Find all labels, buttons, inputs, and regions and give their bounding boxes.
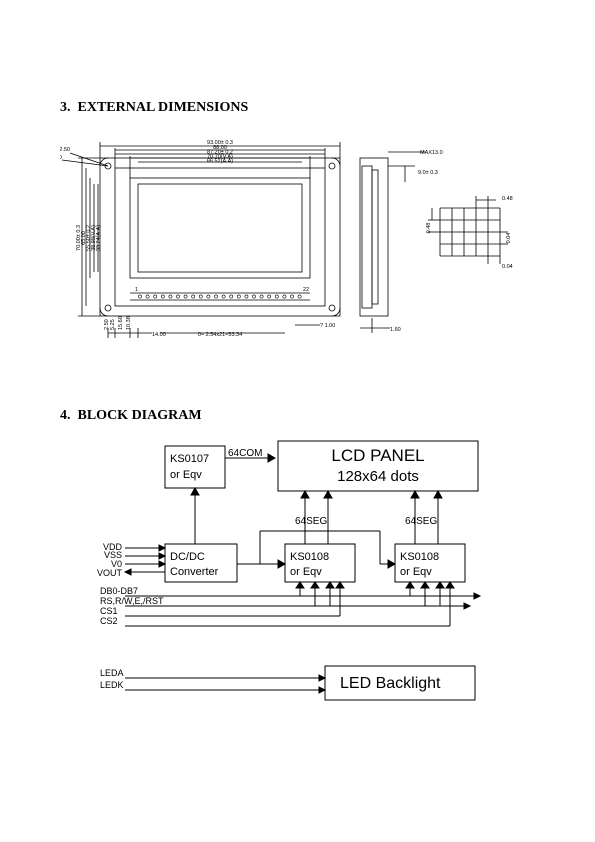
dim-botB: 0= 2.54x21=53.34 — [198, 332, 242, 338]
pin22: 22 — [303, 287, 309, 293]
section-4-title: BLOCK DIAGRAM — [78, 408, 202, 423]
sig-db: DB0-DB7 — [100, 586, 138, 596]
pin1: 1 — [135, 287, 138, 293]
sig-cs1: CS1 — [100, 606, 118, 616]
dim-bl3: 15.60 — [118, 316, 124, 330]
section-3-heading: 3. EXTERNAL DIMENSIONS — [60, 100, 535, 116]
dim-bl4: 10.38 — [126, 316, 132, 330]
label-64seg-b: 64SEG — [405, 516, 437, 527]
sig-leda: LEDA — [100, 668, 124, 678]
dim-top5: 66.52(A.A) — [207, 159, 233, 165]
lcd-l2: 128x64 dots — [337, 468, 419, 485]
side-right: 9.0± 0.3 — [418, 170, 438, 176]
dim-leftE: 33.24(A.A) — [96, 225, 102, 251]
backlight-label: LED Backlight — [340, 675, 441, 692]
section-3-number: 3. — [60, 100, 71, 115]
label-64seg-a: 64SEG — [295, 516, 327, 527]
block-diagram: KS0107 or Eqv LCD PANEL 128x64 dots DC/D… — [70, 436, 510, 736]
sig-ledk: LEDK — [100, 680, 124, 690]
label-64com: 64COM — [228, 448, 262, 459]
side-top: MAX13.0 — [420, 150, 443, 156]
dim-bl2: 5.25 — [110, 319, 116, 330]
dim-botA: 14.00 — [152, 332, 166, 338]
ks0108b-l2: or Eqv — [400, 566, 432, 578]
px2: 0.48 — [426, 223, 432, 234]
external-dimensions-diagram: 93.00± 0.3 88.00 87.20± 0.2 70.70(V.A) 6… — [60, 128, 530, 348]
sig-vout: VOUT — [97, 568, 123, 578]
ks0108a-l2: or Eqv — [290, 566, 322, 578]
ks0107-l2: or Eqv — [170, 469, 202, 481]
section-3-title: EXTERNAL DIMENSIONS — [78, 100, 249, 115]
px4: 0.04 — [502, 264, 513, 270]
lcd-l1: LCD PANEL — [331, 446, 424, 465]
dim-noteTL1: 4-? 2.50 — [60, 147, 70, 153]
ks0107-l1: KS0107 — [170, 453, 209, 465]
section-4-number: 4. — [60, 408, 71, 423]
dcdc-l2: Converter — [170, 566, 219, 578]
section-4-heading: 4. BLOCK DIAGRAM — [60, 408, 535, 424]
ks0108b-l1: KS0108 — [400, 551, 439, 563]
px1: 0.48 — [502, 196, 513, 202]
sig-cs2: CS2 — [100, 616, 118, 626]
side-bot: 1.60 — [390, 327, 401, 333]
sig-ctrl: RS,R/W,E,/RST — [100, 596, 164, 606]
px3: 0.04 — [506, 233, 512, 244]
dcdc-l1: DC/DC — [170, 551, 205, 563]
ks0108a-l1: KS0108 — [290, 551, 329, 563]
dim-noteTL2: 4-? 5.00PAD — [60, 155, 62, 161]
dim-botC: ? 1.00 — [320, 323, 335, 329]
